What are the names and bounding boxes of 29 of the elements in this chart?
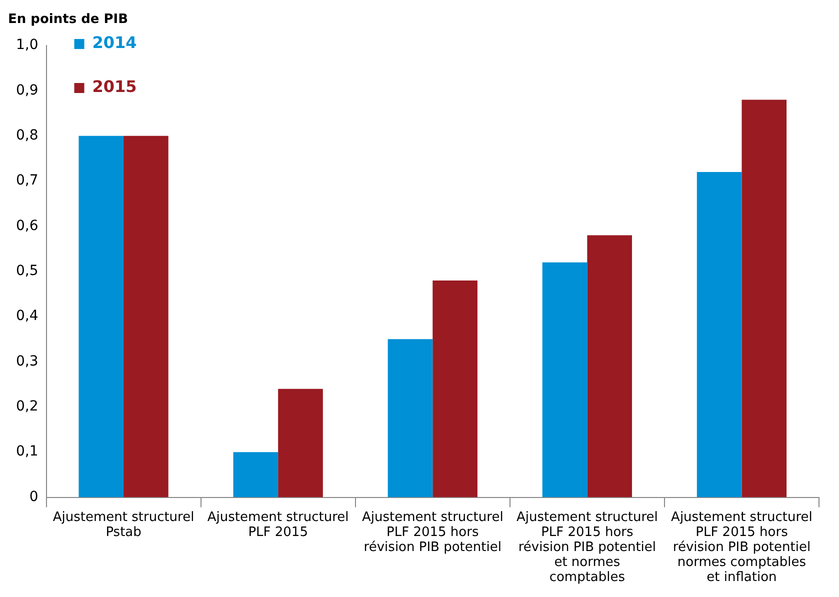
chart-title: En points de PIB <box>8 12 128 28</box>
bar <box>233 452 278 498</box>
y-tick-label: 0,6 <box>16 218 38 234</box>
y-tick-label: 0,1 <box>16 444 38 460</box>
legend-label: 2015 <box>92 77 137 96</box>
x-tick-label: Ajustement structurel Pstab <box>52 510 194 540</box>
x-tick-label: Ajustement structurel PLF 2015 <box>207 510 349 540</box>
legend-label: 2014 <box>92 33 137 52</box>
y-tick-label: 0,2 <box>16 398 38 415</box>
bar <box>124 136 168 498</box>
bar <box>542 262 588 498</box>
bar <box>388 339 433 498</box>
x-tick-label: Ajustement structurel PLF 2015 hors révision PIB potentiel et normes comptables <box>516 510 658 585</box>
y-tick-label: 0,5 <box>16 263 38 280</box>
bar <box>696 172 742 498</box>
y-tick-label: 0,8 <box>16 128 38 144</box>
y-tick-label: 1,0 <box>16 37 38 54</box>
y-tick-label: 0,7 <box>16 172 38 189</box>
y-tick-label: 0,3 <box>16 353 38 370</box>
bar <box>587 235 632 498</box>
bar <box>742 100 787 498</box>
y-tick-label: 0,9 <box>16 82 38 98</box>
y-tick-label: 0 <box>29 488 38 505</box>
x-tick-label: Ajustement structurel PLF 2015 hors révision PIB potentiel <box>362 510 504 555</box>
bar <box>78 136 124 498</box>
bar <box>278 388 323 498</box>
bar <box>432 280 478 498</box>
y-tick-label: 0,4 <box>16 308 38 324</box>
x-tick-label: Ajustement structurel PLF 2015 hors révision PIB potentiel normes comptables et inflation <box>671 510 812 585</box>
